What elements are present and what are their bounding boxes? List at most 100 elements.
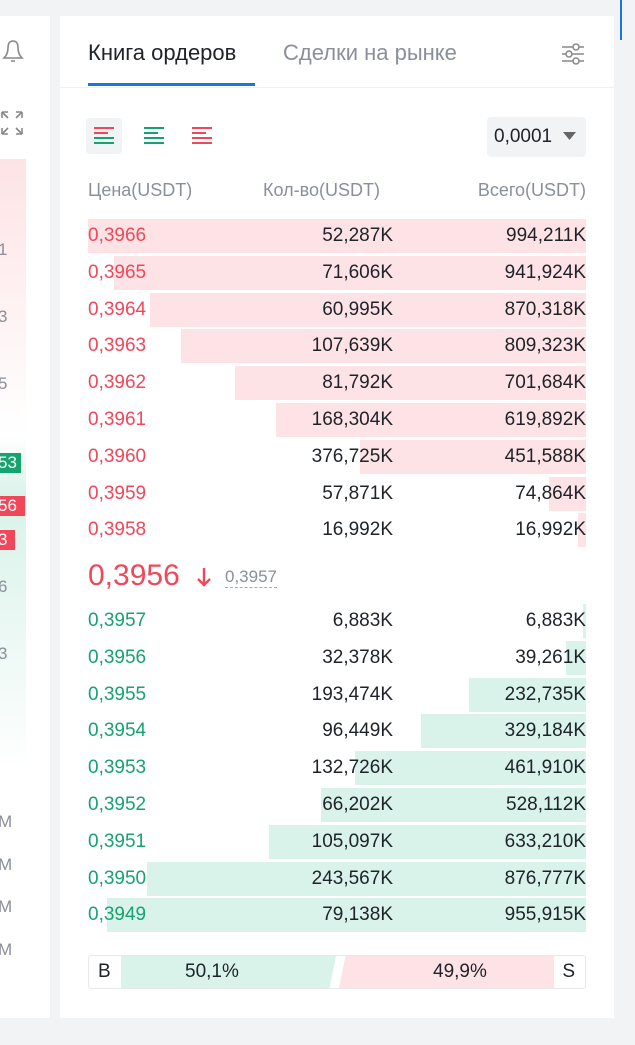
amount: 79,138K: [322, 904, 393, 926]
precision-value: 0,0001: [494, 126, 553, 147]
price: 0,3965: [88, 261, 147, 283]
buy-label: B: [98, 961, 111, 982]
price: 0,3953: [88, 757, 147, 779]
amount: 81,792K: [322, 372, 393, 394]
amount: 132,726K: [311, 757, 393, 779]
total: 39,261K: [515, 646, 586, 668]
order-row[interactable]: 0,3956 32,378K 39,261K: [88, 640, 586, 675]
depth-bar: [354, 751, 586, 786]
price: 0,3952: [88, 794, 147, 815]
price: 0,3951: [88, 830, 147, 852]
total: 232,735K: [504, 683, 586, 705]
dropdown-arrow: [563, 132, 576, 140]
order-row[interactable]: 0,3949 79,138K 955,915K: [88, 898, 586, 933]
total: 528,112K: [506, 794, 586, 815]
buy-percent: 50,1%: [185, 961, 239, 982]
amount: 66,202K: [322, 794, 393, 815]
column-header: Всего(USDT): [477, 180, 586, 200]
order-row[interactable]: 0,3963 107,639K 809,323K: [88, 329, 586, 364]
price: 0,3949: [88, 904, 147, 926]
depth-bar: [114, 255, 586, 290]
depth-bar: [275, 403, 586, 437]
edge: [620, 0, 622, 40]
view-both-btn[interactable]: [86, 118, 122, 154]
mark-price[interactable]: 0,3957: [225, 567, 277, 588]
depth-bar: [268, 824, 586, 859]
settings-icon[interactable]: [560, 40, 586, 68]
chart-label: 6: [0, 577, 8, 596]
order-row[interactable]: 0,3957 6,883K 6,883K: [88, 604, 586, 638]
buy-ratio: [121, 956, 336, 988]
order-row[interactable]: 0,3951 105,097K 633,210K: [88, 824, 586, 859]
chart-label: М: [0, 812, 13, 831]
tab[interactable]: Книга ордеров: [88, 40, 237, 65]
price: 0,3961: [88, 409, 147, 430]
price: 0,3962: [88, 372, 147, 394]
ratio-bar: B 50,1% 49,9% S: [88, 955, 586, 989]
order-row[interactable]: 0,3960 376,725K 451,588K: [88, 439, 586, 474]
total: 16,992K: [515, 519, 586, 541]
amount: 107,639K: [311, 335, 393, 357]
view-icons: [94, 127, 212, 144]
chart-label: 1: [0, 240, 8, 259]
chart-label: 53: [0, 453, 21, 473]
depth-bar: [548, 476, 586, 511]
price: 0,3966: [88, 225, 147, 246]
order-row[interactable]: 0,3959 57,871K 74,864K: [88, 476, 586, 511]
total: 701,684K: [504, 372, 586, 394]
amount: 60,995K: [322, 298, 393, 320]
chart-label: 3: [0, 530, 16, 550]
total: 329,184K: [504, 720, 586, 742]
depth-bar: [582, 604, 586, 638]
order-row[interactable]: 0,3955 193,474K 232,735K: [88, 677, 586, 712]
sell-ratio: [339, 956, 554, 988]
amount: 193,474K: [311, 683, 393, 705]
order-row[interactable]: 0,3954 96,449K 329,184K: [88, 714, 586, 749]
order-row[interactable]: 0,3962 81,792K 701,684K: [88, 366, 586, 401]
order-row[interactable]: 0,3952 66,202K 528,112K: [88, 788, 586, 822]
total: 619,892K: [504, 409, 586, 430]
total: 461,910K: [504, 757, 586, 779]
chart-label: М: [0, 897, 13, 916]
price: 0,3964: [88, 298, 147, 320]
amount: 71,606K: [322, 261, 393, 283]
depth-bar: [469, 677, 586, 712]
last-price: 0,3956: [88, 559, 180, 592]
order-row[interactable]: 0,3966 52,287K 994,211K: [88, 219, 586, 253]
order-row[interactable]: 0,3950 243,567K 876,777K: [88, 861, 586, 896]
total: 809,323K: [504, 335, 586, 357]
amount: 6,883K: [332, 610, 393, 631]
chart-label: М: [0, 940, 13, 959]
expand-icon[interactable]: [0, 110, 24, 136]
sell-label: S: [562, 961, 575, 982]
order-row[interactable]: 0,3965 71,606K 941,924K: [88, 255, 586, 290]
amount: 105,097K: [311, 830, 393, 852]
amount: 376,725K: [311, 445, 393, 467]
total: 955,915K: [504, 904, 586, 926]
order-row[interactable]: 0,3964 60,995K 870,318K: [88, 292, 586, 327]
precision-select[interactable]: 0,0001: [487, 117, 586, 157]
chart-label: 3: [0, 307, 8, 326]
order-row[interactable]: 0,3961 168,304K 619,892K: [88, 403, 586, 437]
depth-bar: [150, 292, 586, 327]
depth-bar: [566, 640, 586, 675]
column-header: Кол-во(USDT): [263, 180, 380, 200]
price: 0,3960: [88, 445, 147, 467]
chart-fragment: 1 3 5 53 56 3 6 3 М М М М: [0, 16, 50, 1018]
amount: 52,287K: [322, 225, 393, 246]
column-header: Цена(USDT): [88, 180, 193, 200]
order-row[interactable]: 0,3953 132,726K 461,910K: [88, 751, 586, 786]
chart-label: 5: [0, 374, 8, 393]
divider: [60, 87, 614, 88]
price: 0,3958: [88, 519, 147, 541]
chart-label: 56: [0, 496, 25, 516]
depth-bar: [421, 714, 586, 749]
price: 0,3950: [88, 867, 147, 889]
depth-bar: [577, 513, 586, 548]
price: 0,3959: [88, 482, 147, 504]
bell-icon[interactable]: [0, 36, 26, 66]
price: 0,3955: [88, 683, 147, 705]
tab[interactable]: Сделки на рынке: [283, 40, 457, 65]
order-row[interactable]: 0,3958 16,992K 16,992K: [88, 513, 586, 548]
